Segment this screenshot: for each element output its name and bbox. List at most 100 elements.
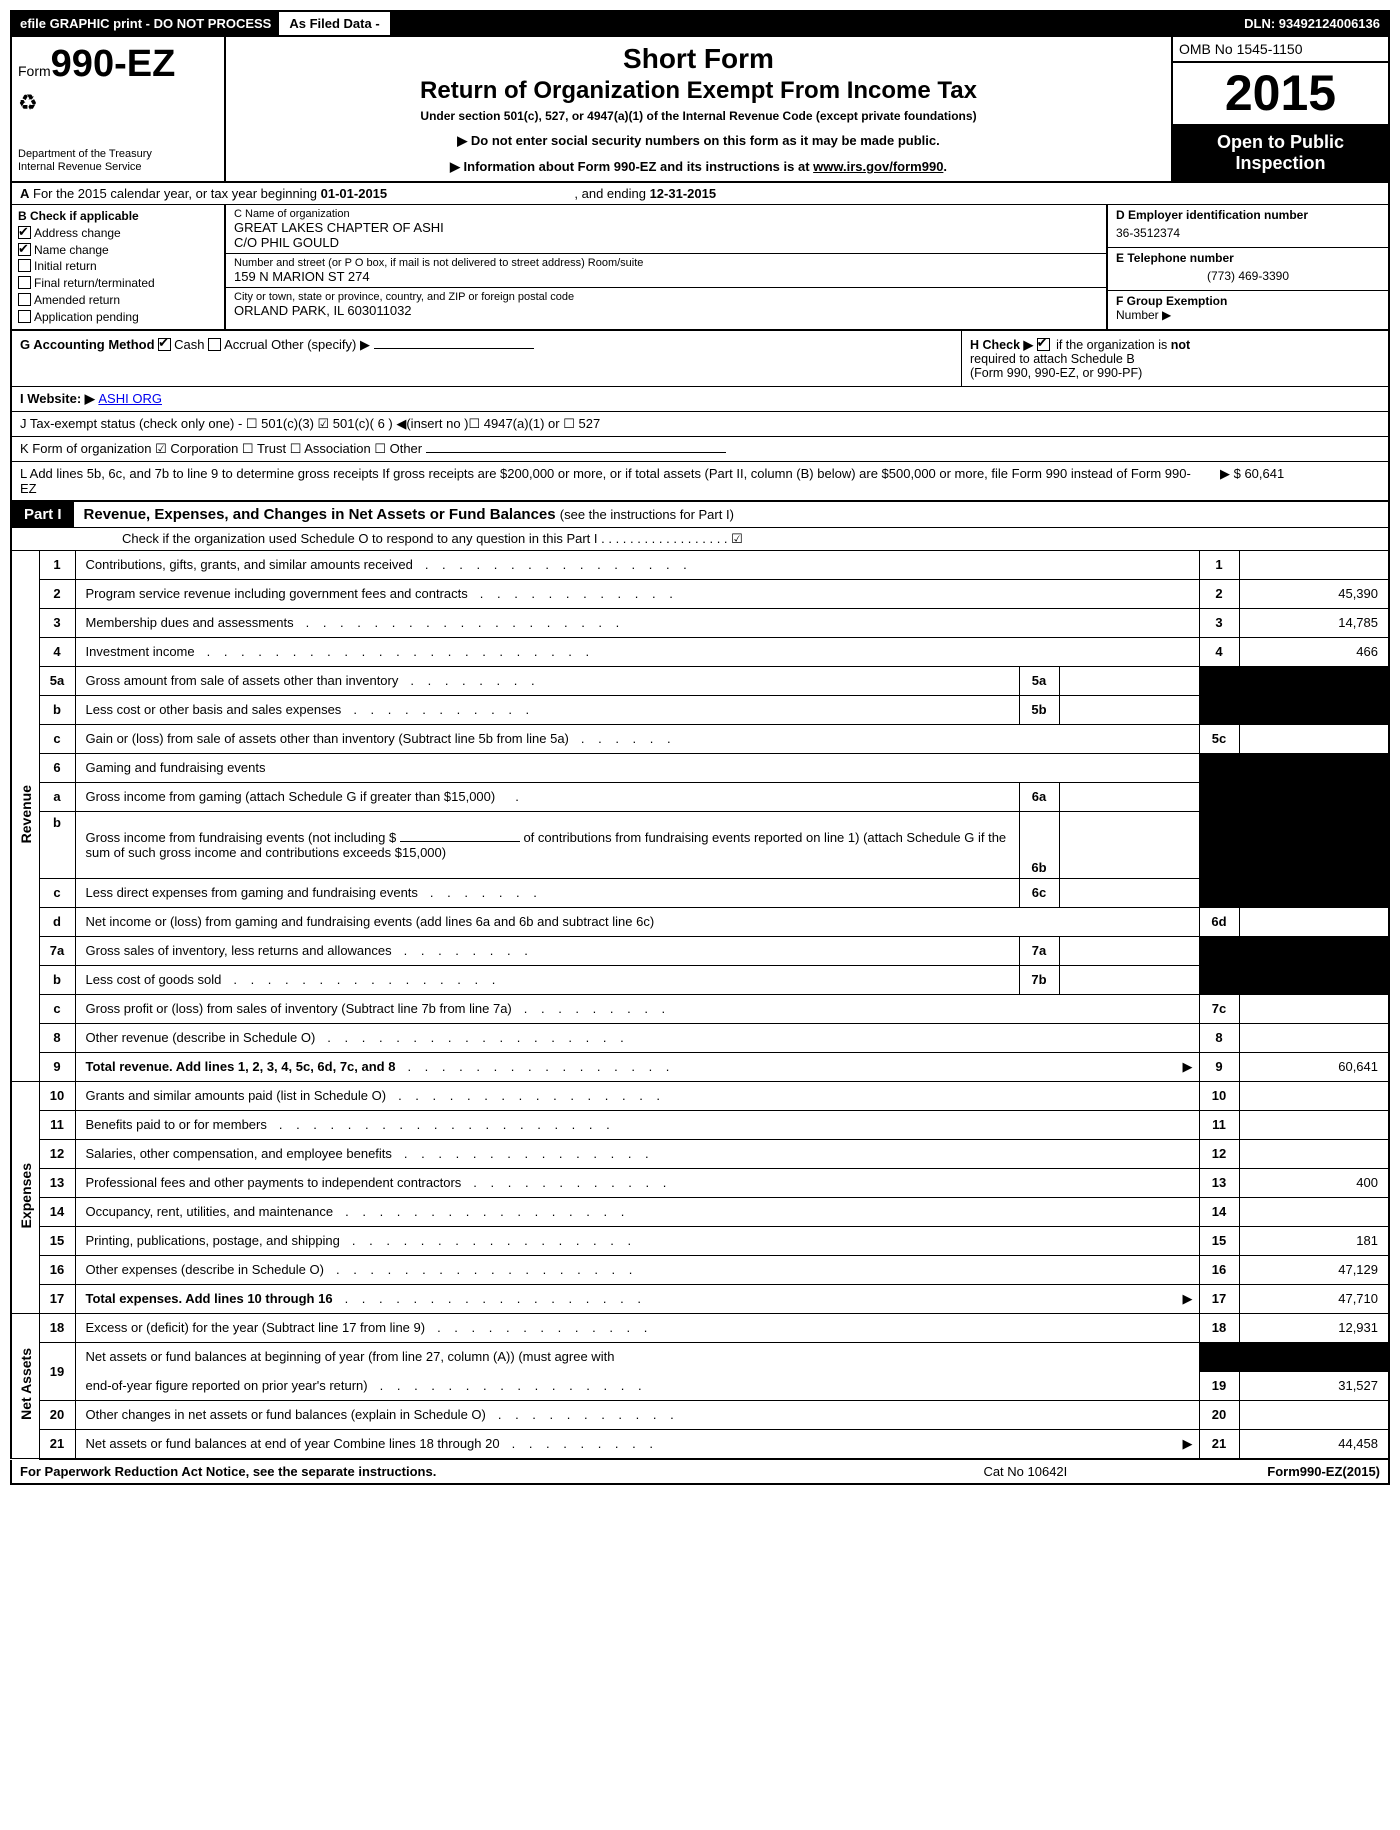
other-specify-line xyxy=(374,348,534,349)
line-12: 12 Salaries, other compensation, and emp… xyxy=(11,1139,1389,1168)
line-15-value: 181 xyxy=(1239,1226,1389,1255)
line-8: 8 Other revenue (describe in Schedule O)… xyxy=(11,1023,1389,1052)
header-right: OMB No 1545-1150 2015 Open to Public Ins… xyxy=(1173,37,1388,181)
city-label: City or town, state or province, country… xyxy=(234,291,1098,303)
line-6d-value xyxy=(1239,907,1389,936)
arrow-icon: ▶ xyxy=(1183,1291,1193,1307)
line-21: 21 Net assets or fund balances at end of… xyxy=(11,1429,1389,1459)
line-6: 6 Gaming and fundraising events xyxy=(11,753,1389,782)
header-middle: Short Form Return of Organization Exempt… xyxy=(226,37,1173,181)
form-of-organization: K Form of organization ☑ Corporation ☐ T… xyxy=(20,441,422,456)
cb-name-change[interactable]: Name change xyxy=(18,242,218,259)
line-11: 11 Benefits paid to or for members. . . … xyxy=(11,1110,1389,1139)
website-link[interactable]: ASHI ORG xyxy=(98,391,162,406)
subtitle: Under section 501(c), 527, or 4947(a)(1)… xyxy=(232,109,1165,123)
form-number-big: 990-EZ xyxy=(51,43,176,85)
row-g-h: G Accounting Method Cash Accrual Other (… xyxy=(10,331,1390,387)
expenses-side: Expenses xyxy=(11,1081,39,1313)
form-prefix: Form xyxy=(18,63,51,79)
line-18: Net Assets 18 Excess or (deficit) for th… xyxy=(11,1313,1389,1342)
line-4-value: 466 xyxy=(1239,637,1389,666)
ein-label: D Employer identification number xyxy=(1116,208,1380,222)
column-de: D Employer identification number 36-3512… xyxy=(1108,205,1388,329)
paperwork-notice: For Paperwork Reduction Act Notice, see … xyxy=(20,1464,436,1479)
line-16-value: 47,129 xyxy=(1239,1255,1389,1284)
line-3-value: 14,785 xyxy=(1239,608,1389,637)
org-name: GREAT LAKES CHAPTER OF ASHI xyxy=(234,220,1098,235)
cb-schedule-b[interactable] xyxy=(1037,338,1050,351)
form-ref: Form990-EZ(2015) xyxy=(1267,1464,1380,1479)
line-14: 14 Occupancy, rent, utilities, and maint… xyxy=(11,1197,1389,1226)
line-7b-value xyxy=(1059,965,1199,994)
arrow-icon: ▶ xyxy=(1183,1436,1193,1452)
phone-block: E Telephone number (773) 469-3390 xyxy=(1108,248,1388,291)
accounting-method: G Accounting Method Cash Accrual Other (… xyxy=(12,331,962,386)
line-6a: a Gross income from gaming (attach Sched… xyxy=(11,782,1389,811)
column-b-checkboxes: B Check if applicable Address change Nam… xyxy=(12,205,226,329)
info-post: . xyxy=(943,159,947,174)
row-l-gross-receipts: L Add lines 5b, 6c, and 7b to line 9 to … xyxy=(10,462,1390,502)
efile-notice: efile GRAPHIC print - DO NOT PROCESS xyxy=(12,12,281,35)
line-9-value: 60,641 xyxy=(1239,1052,1389,1081)
cb-accrual[interactable] xyxy=(208,338,221,351)
public-line2: Inspection xyxy=(1235,153,1325,173)
ein-block: D Employer identification number 36-3512… xyxy=(1108,205,1388,248)
line-5a: 5a Gross amount from sale of assets othe… xyxy=(11,666,1389,695)
line-9: 9 Total revenue. Add lines 1, 2, 3, 4, 5… xyxy=(11,1052,1389,1081)
row-k-form-org: K Form of organization ☑ Corporation ☐ T… xyxy=(10,437,1390,462)
line-5a-value xyxy=(1059,666,1199,695)
cb-initial-return[interactable]: Initial return xyxy=(18,258,218,275)
line-8-value xyxy=(1239,1023,1389,1052)
info-grid: B Check if applicable Address change Nam… xyxy=(10,205,1390,331)
arrow-icon: ▶ xyxy=(1183,1059,1193,1075)
cb-final-return[interactable]: Final return/terminated xyxy=(18,275,218,292)
line-12-value xyxy=(1239,1139,1389,1168)
ssn-warning: ▶ Do not enter social security numbers o… xyxy=(232,133,1165,149)
tax-year-end: 12-31-2015 xyxy=(650,186,717,201)
cb-amended-return[interactable]: Amended return xyxy=(18,292,218,309)
line-6c: c Less direct expenses from gaming and f… xyxy=(11,878,1389,907)
line-13: 13 Professional fees and other payments … xyxy=(11,1168,1389,1197)
line-10-value xyxy=(1239,1081,1389,1110)
row-a-text2: , and ending xyxy=(574,186,649,201)
line-7c: c Gross profit or (loss) from sales of i… xyxy=(11,994,1389,1023)
gross-receipts-text: L Add lines 5b, 6c, and 7b to line 9 to … xyxy=(20,466,1220,496)
dept-irs: Internal Revenue Service xyxy=(18,161,218,174)
irs-link[interactable]: www.irs.gov/form990 xyxy=(813,159,943,174)
line-2-value: 45,390 xyxy=(1239,579,1389,608)
revenue-side: Revenue xyxy=(11,551,39,1082)
part-i-header: Part I Revenue, Expenses, and Changes in… xyxy=(10,502,1390,528)
line-19b: end-of-year figure reported on prior yea… xyxy=(11,1371,1389,1400)
info-link-line: ▶ Information about Form 990-EZ and its … xyxy=(232,159,1165,175)
line-16: 16 Other expenses (describe in Schedule … xyxy=(11,1255,1389,1284)
line-2: 2 Program service revenue including gove… xyxy=(11,579,1389,608)
row-j-tax-exempt: J Tax-exempt status (check only one) - ☐… xyxy=(10,412,1390,437)
cb-application-pending[interactable]: Application pending xyxy=(18,309,218,326)
line-5b: b Less cost or other basis and sales exp… xyxy=(11,695,1389,724)
addr-label: Number and street (or P O box, if mail i… xyxy=(234,257,1098,269)
top-bar: efile GRAPHIC print - DO NOT PROCESS As … xyxy=(10,10,1390,37)
line-18-value: 12,931 xyxy=(1239,1313,1389,1342)
ein-value: 36-3512374 xyxy=(1116,222,1380,244)
cb-address-change[interactable]: Address change xyxy=(18,225,218,242)
h-label: H Check ▶ xyxy=(970,338,1037,352)
g-label: G Accounting Method xyxy=(20,337,158,352)
title-return: Return of Organization Exempt From Incom… xyxy=(232,77,1165,105)
line-13-value: 400 xyxy=(1239,1168,1389,1197)
cb-cash[interactable] xyxy=(158,338,171,351)
line-21-value: 44,458 xyxy=(1239,1429,1389,1459)
line-7a: 7a Gross sales of inventory, less return… xyxy=(11,936,1389,965)
line-3: 3 Membership dues and assessments. . . .… xyxy=(11,608,1389,637)
form-number: Form990-EZ xyxy=(18,43,218,86)
tax-exempt-status: J Tax-exempt status (check only one) - ☐… xyxy=(20,416,600,431)
tax-year-begin: 01-01-2015 xyxy=(321,186,388,201)
line-6a-value xyxy=(1059,782,1199,811)
header-left: Form990-EZ ♻ Department of the Treasury … xyxy=(12,37,226,181)
line-1: Revenue 1 Contributions, gifts, grants, … xyxy=(11,551,1389,580)
line-17: 17 Total expenses. Add lines 10 through … xyxy=(11,1284,1389,1313)
row-a-text1: For the 2015 calendar year, or tax year … xyxy=(33,186,321,201)
line-7c-value xyxy=(1239,994,1389,1023)
dln-number: DLN: 93492124006136 xyxy=(1236,12,1388,35)
page-footer: For Paperwork Reduction Act Notice, see … xyxy=(10,1460,1390,1485)
line-4: 4 Investment income. . . . . . . . . . .… xyxy=(11,637,1389,666)
